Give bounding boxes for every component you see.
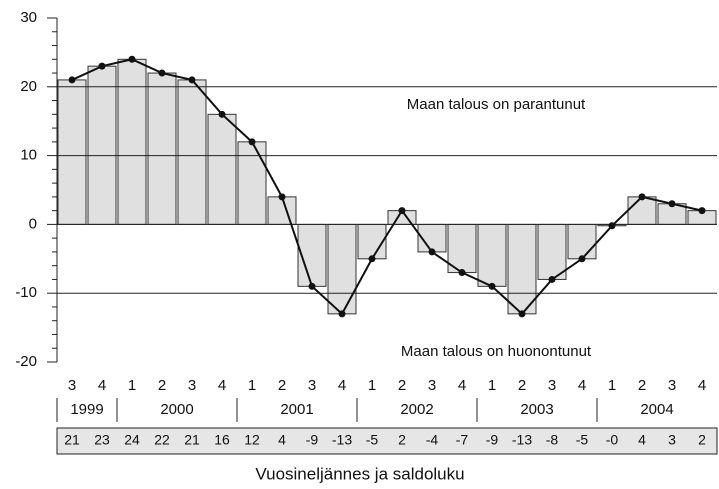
- x-tick-label: 4: [698, 377, 706, 394]
- bar: [177, 79, 207, 225]
- value-row-bg: [56, 427, 718, 455]
- value-label: 2: [698, 432, 706, 448]
- y-tick-label: 30: [20, 9, 37, 26]
- x-tick-label: 3: [428, 377, 436, 394]
- point: [398, 207, 406, 215]
- year-label: 2003: [520, 401, 553, 418]
- x-tick-label: 2: [278, 377, 286, 394]
- value-label: 12: [244, 432, 260, 448]
- year-label: 2004: [640, 401, 673, 418]
- x-tick-label: 3: [668, 377, 676, 394]
- bar: [507, 223, 537, 315]
- point: [128, 55, 136, 63]
- x-tick-label: 4: [458, 377, 466, 394]
- bar: [327, 223, 357, 315]
- x-tick-label: 4: [218, 377, 226, 394]
- value-label: 16: [214, 432, 230, 448]
- x-tick-label: 3: [68, 377, 76, 394]
- x-tick-label: 4: [338, 377, 346, 394]
- value-label: 21: [184, 432, 200, 448]
- value-label: -9: [306, 432, 319, 448]
- bar: [477, 223, 507, 287]
- point: [638, 193, 646, 201]
- bar: [87, 65, 117, 225]
- y-tick-label: -10: [15, 284, 37, 301]
- x-tick-label: 4: [98, 377, 106, 394]
- bar: [147, 72, 177, 225]
- year-label: 2000: [160, 401, 193, 418]
- y-tick-label: -20: [15, 353, 37, 370]
- value-label: -5: [366, 432, 379, 448]
- point: [278, 193, 286, 201]
- bar: [207, 113, 237, 225]
- value-label: 24: [124, 432, 140, 448]
- line: [71, 58, 703, 316]
- y-tick-label: 0: [29, 215, 37, 232]
- value-label: 23: [94, 432, 110, 448]
- value-label: 4: [638, 432, 646, 448]
- bar: [537, 223, 567, 280]
- x-tick-label: 2: [398, 377, 406, 394]
- value-label: 21: [64, 432, 80, 448]
- point: [428, 248, 436, 256]
- point: [98, 62, 106, 70]
- point: [158, 69, 166, 77]
- x-tick-label: 2: [638, 377, 646, 394]
- x-tick-label: 1: [128, 377, 136, 394]
- x-tick-label: 3: [188, 377, 196, 394]
- point: [458, 269, 466, 277]
- point: [548, 275, 556, 283]
- point: [608, 222, 616, 230]
- point: [698, 207, 706, 215]
- x-tick-label: 1: [608, 377, 616, 394]
- point: [248, 138, 256, 146]
- bar: [117, 58, 147, 225]
- year-label: 2002: [400, 401, 433, 418]
- year-label: 1999: [70, 401, 103, 418]
- point: [188, 76, 196, 84]
- value-label: 2: [398, 432, 406, 448]
- value-label: -13: [332, 432, 352, 448]
- bar: [237, 141, 267, 225]
- point: [218, 110, 226, 118]
- x-tick-label: 1: [248, 377, 256, 394]
- value-label: -7: [456, 432, 469, 448]
- point: [578, 255, 586, 263]
- x-tick-label: 4: [578, 377, 586, 394]
- annotation: Maan talous on huonontunut: [401, 343, 592, 360]
- x-tick-label: 3: [308, 377, 316, 394]
- point: [668, 200, 676, 208]
- bar: [57, 79, 87, 225]
- value-label: 22: [154, 432, 170, 448]
- bar: [627, 196, 657, 225]
- value-label: -5: [576, 432, 589, 448]
- point: [368, 255, 376, 263]
- point: [308, 282, 316, 290]
- point: [338, 310, 346, 318]
- x-tick-label: 2: [158, 377, 166, 394]
- x-axis-label: Vuosineljännes ja saldoluku: [255, 464, 464, 483]
- point: [68, 76, 76, 84]
- x-tick-label: 1: [368, 377, 376, 394]
- year-label: 2001: [280, 401, 313, 418]
- x-tick-label: 2: [518, 377, 526, 394]
- value-label: -9: [486, 432, 499, 448]
- value-label: -0: [606, 432, 619, 448]
- value-label: 3: [668, 432, 676, 448]
- point: [488, 282, 496, 290]
- value-label: -8: [546, 432, 559, 448]
- x-tick-label: 1: [488, 377, 496, 394]
- value-label: -4: [426, 432, 439, 448]
- bar: [567, 223, 597, 260]
- bar: [267, 196, 297, 225]
- value-label: 4: [278, 432, 286, 448]
- y-tick-label: 20: [20, 78, 37, 95]
- annotation: Maan talous on parantunut: [407, 96, 586, 113]
- point: [518, 310, 526, 318]
- value-label: -13: [512, 432, 532, 448]
- y-tick-label: 10: [20, 147, 37, 164]
- x-tick-label: 3: [548, 377, 556, 394]
